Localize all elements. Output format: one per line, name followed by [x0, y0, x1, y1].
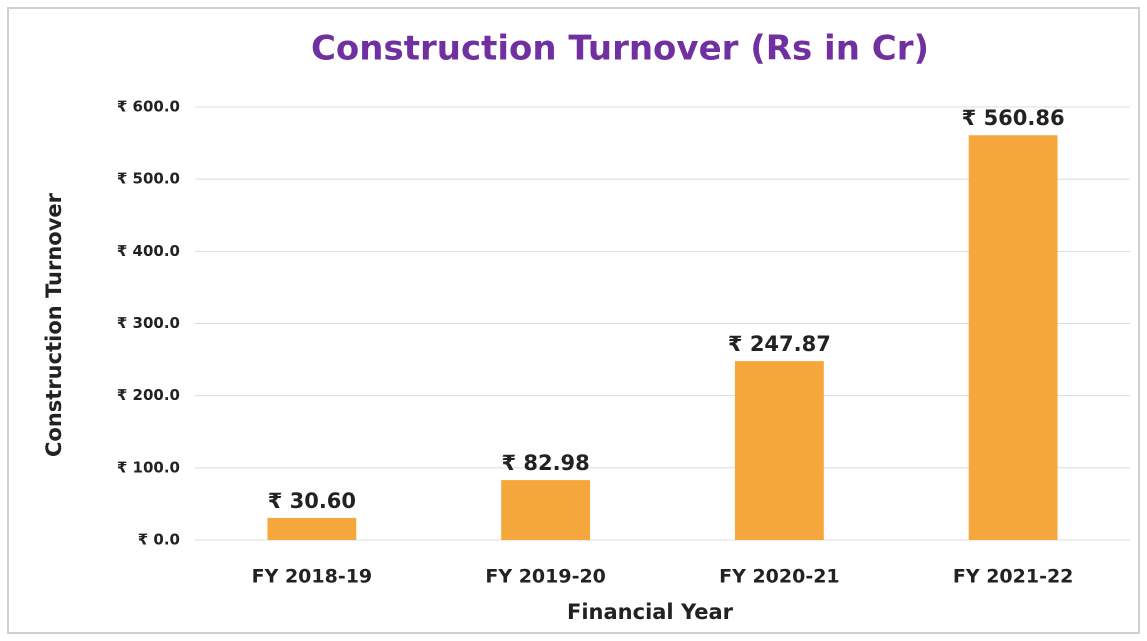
- y-tick-label: ₹ 100.0: [117, 458, 180, 476]
- x-axis-title: Financial Year: [567, 600, 734, 624]
- y-tick-label: ₹ 300.0: [117, 314, 180, 332]
- y-tick-label: ₹ 600.0: [117, 98, 180, 116]
- y-tick-label: ₹ 500.0: [117, 170, 180, 188]
- x-tick-label: FY 2021-22: [953, 566, 1074, 588]
- value-label: ₹ 560.86: [962, 106, 1065, 130]
- value-label: ₹ 247.87: [728, 332, 831, 356]
- y-tick-label: ₹ 200.0: [117, 386, 180, 404]
- bar: [734, 361, 824, 540]
- value-label: ₹ 30.60: [268, 489, 356, 513]
- chart-title: Construction Turnover (Rs in Cr): [311, 29, 929, 69]
- y-tick-label: ₹ 0.0: [138, 531, 180, 549]
- value-label: ₹ 82.98: [501, 451, 589, 475]
- bar: [267, 517, 357, 540]
- y-axis-title: Construction Turnover: [42, 192, 66, 457]
- bar: [501, 480, 591, 540]
- x-tick-label: FY 2020-21: [719, 566, 840, 588]
- x-tick-label: FY 2019-20: [485, 566, 606, 588]
- x-tick-label: FY 2018-19: [252, 566, 373, 588]
- y-tick-label: ₹ 400.0: [117, 242, 180, 260]
- bar: [968, 135, 1058, 540]
